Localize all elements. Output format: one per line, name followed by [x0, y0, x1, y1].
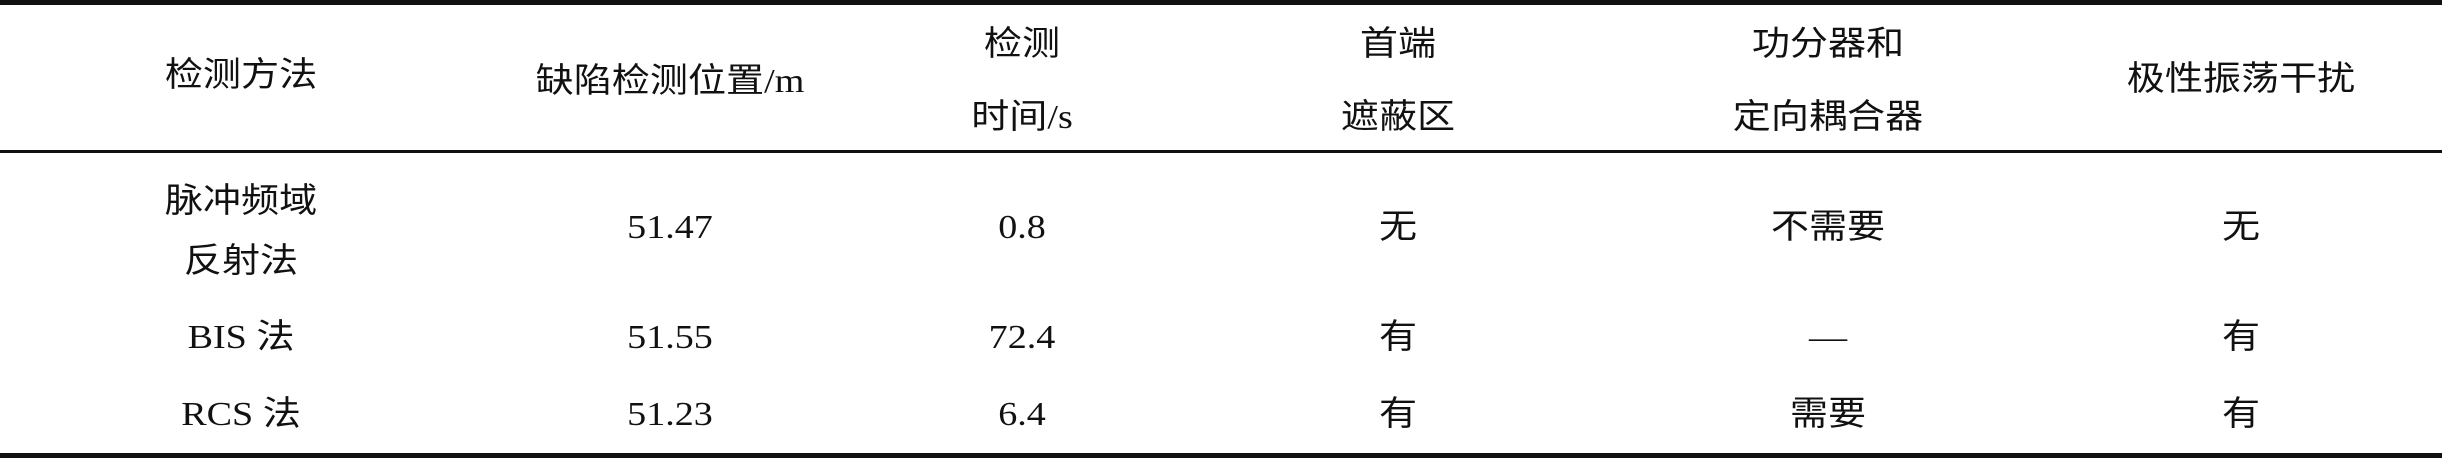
time-value: 0.8	[998, 209, 1046, 246]
header-time-line1: 检测	[983, 26, 1061, 63]
header-position: 缺陷检测位置/m	[535, 63, 805, 100]
method-line2: 反射法	[183, 243, 299, 280]
position-value: 51.55	[627, 319, 713, 356]
splitter-value: 需要	[1789, 396, 1867, 433]
header-rule	[0, 150, 2442, 153]
polarity-value: 无	[2221, 209, 2261, 246]
header-splitter-line2: 定向耦合器	[1732, 99, 1924, 136]
time-value: 6.4	[998, 396, 1046, 433]
top-rule	[0, 0, 2442, 5]
polarity-value: 有	[2221, 319, 2261, 356]
method-line1: 脉冲频域	[164, 183, 318, 220]
header-blind-zone-line2: 遮蔽区	[1340, 99, 1456, 136]
method: RCS 法	[181, 396, 301, 433]
blind-zone-value: 无	[1378, 209, 1418, 246]
blind-zone-value: 有	[1378, 396, 1418, 433]
splitter-value: —	[1808, 319, 1848, 356]
header-splitter-line1: 功分器和	[1751, 26, 1905, 63]
header-blind-zone-line1: 首端	[1359, 26, 1437, 63]
blind-zone-value: 有	[1378, 319, 1418, 356]
polarity-value: 有	[2221, 396, 2261, 433]
position-value: 51.47	[627, 209, 713, 246]
method: BIS 法	[187, 319, 295, 356]
header-polarity: 极性振荡干扰	[2126, 61, 2356, 98]
header-time-line2: 时间/s	[971, 99, 1073, 136]
position-value: 51.23	[627, 396, 713, 433]
header-method: 检测方法	[164, 57, 318, 94]
splitter-value: 不需要	[1770, 209, 1886, 246]
bottom-rule	[0, 453, 2442, 458]
time-value: 72.4	[988, 319, 1056, 356]
